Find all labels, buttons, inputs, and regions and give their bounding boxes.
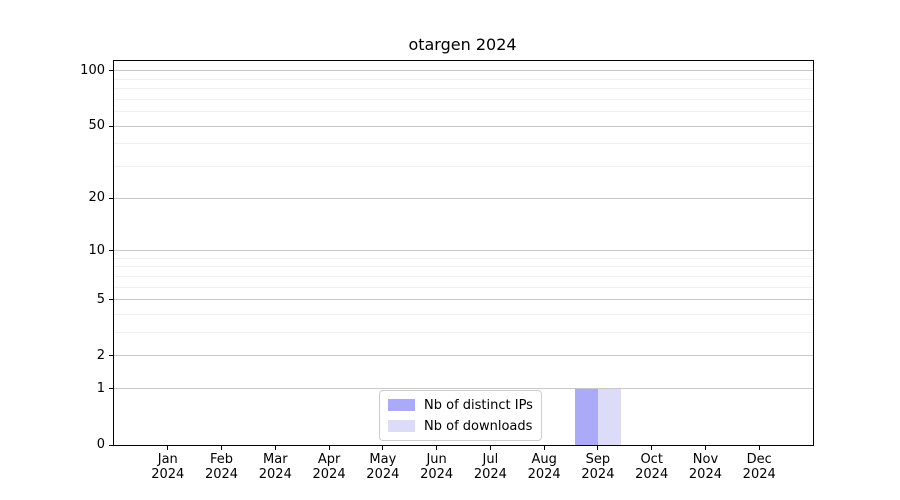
legend-swatch-downloads-icon — [388, 420, 415, 432]
y-gridline-minor — [114, 88, 813, 90]
x-tick-mark — [221, 446, 223, 450]
y-tick-mark — [109, 250, 113, 252]
x-axis-tick-label: Dec 2024 — [742, 452, 776, 482]
y-gridline-minor — [114, 332, 813, 334]
x-tick-mark — [274, 446, 276, 450]
y-axis-tick-label: 0 — [96, 437, 105, 452]
x-tick-mark — [758, 446, 760, 450]
y-gridline-minor — [114, 78, 813, 80]
y-tick-mark — [109, 444, 113, 446]
x-tick-mark — [489, 446, 491, 450]
y-axis-tick-label: 100 — [80, 62, 105, 78]
x-axis-tick-label: Sep 2024 — [581, 452, 615, 482]
x-axis-tick-label: Oct 2024 — [635, 452, 669, 482]
bar-nb-of-downloads-sep-2024 — [597, 388, 621, 445]
y-gridline-major — [114, 355, 813, 357]
x-axis-tick-label: Jul 2024 — [473, 452, 507, 482]
y-axis-tick-label: 10 — [88, 242, 105, 258]
y-gridline-major — [114, 125, 813, 127]
x-axis-tick-label: Jan 2024 — [151, 452, 185, 482]
x-axis-tick-label: Feb 2024 — [204, 452, 239, 482]
x-tick-mark — [597, 446, 599, 450]
y-tick-mark — [109, 299, 113, 301]
x-tick-mark — [382, 446, 384, 450]
legend-item-downloads: Nb of downloads — [388, 417, 533, 435]
legend-swatch-distinct-ips-icon — [388, 399, 415, 411]
y-gridline-major — [114, 250, 813, 252]
y-gridline-minor — [114, 314, 813, 315]
chart-title: otargen 2024 — [408, 35, 517, 54]
legend-label-distinct-ips: Nb of distinct IPs — [424, 397, 533, 413]
y-tick-mark — [109, 125, 113, 127]
y-axis-tick-label: 20 — [88, 190, 105, 206]
y-axis-tick-label: 1 — [96, 380, 105, 396]
y-gridline-minor — [114, 111, 813, 113]
y-axis-tick-label: 5 — [96, 291, 105, 307]
plot-area: Nb of distinct IPs Nb of downloads 0 1 2 5 1… — [80, 60, 814, 482]
legend: Nb of distinct IPs Nb of downloads — [379, 390, 542, 441]
y-gridline-minor — [114, 257, 813, 259]
y-gridline-minor — [114, 98, 813, 100]
x-axis-tick-label: Nov 2024 — [688, 452, 722, 482]
y-gridline-major — [114, 197, 813, 199]
y-gridline-major — [114, 70, 813, 72]
x-tick-mark — [328, 446, 330, 450]
x-axis-tick-label: May 2024 — [366, 452, 400, 482]
y-tick-mark — [109, 355, 113, 357]
y-tick-mark — [109, 197, 113, 199]
bar-nb-of-distinct-ips-sep-2024 — [575, 388, 598, 445]
y-axis-tick-label: 2 — [96, 347, 105, 363]
x-tick-mark — [436, 446, 438, 450]
y-tick-mark — [109, 70, 113, 72]
x-axis-tick-label: Apr 2024 — [312, 452, 346, 482]
x-axis-tick-label: Jun 2024 — [420, 452, 454, 482]
x-axis-tick-label: Mar 2024 — [258, 452, 292, 482]
x-axis-tick-label: Aug 2024 — [527, 452, 561, 482]
x-tick-mark — [651, 446, 653, 450]
y-gridline-minor — [114, 266, 813, 268]
y-gridline-major — [114, 388, 813, 390]
x-tick-mark — [704, 446, 706, 450]
legend-label-downloads: Nb of downloads — [424, 418, 533, 434]
y-axis-tick-label: 50 — [88, 118, 105, 134]
y-tick-mark — [109, 388, 113, 390]
y-gridline-minor — [114, 275, 813, 277]
y-gridline-major — [114, 299, 813, 301]
y-gridline-minor — [114, 166, 813, 168]
y-gridline-minor — [114, 286, 813, 288]
y-gridline-minor — [114, 143, 813, 145]
x-tick-mark — [167, 446, 169, 450]
legend-item-distinct-ips: Nb of distinct IPs — [388, 396, 533, 414]
x-tick-mark — [543, 446, 545, 450]
